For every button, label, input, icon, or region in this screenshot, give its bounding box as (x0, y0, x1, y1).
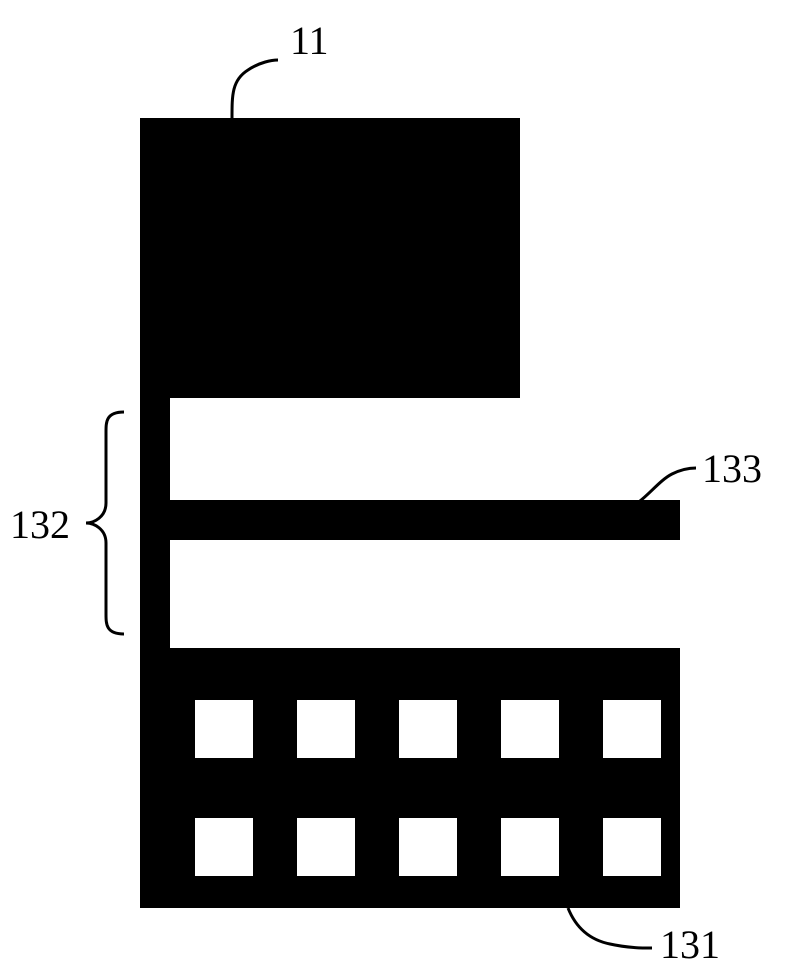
grid-hole (297, 700, 355, 758)
label-133: 133 (702, 446, 762, 491)
grid-hole (603, 818, 661, 876)
label-131: 131 (660, 922, 720, 964)
grid-hole (399, 700, 457, 758)
grid-hole (399, 818, 457, 876)
grid-hole (603, 700, 661, 758)
grid-hole (195, 700, 253, 758)
label-132: 132 (10, 502, 70, 547)
grid-hole (297, 818, 355, 876)
grid-hole (501, 818, 559, 876)
mid-bar-133 (140, 500, 680, 540)
top-block-11 (140, 118, 520, 398)
diagram-canvas: 11 133 132 131 (0, 0, 800, 964)
grid-hole (501, 700, 559, 758)
grid-hole (195, 818, 253, 876)
label-11: 11 (290, 18, 329, 63)
